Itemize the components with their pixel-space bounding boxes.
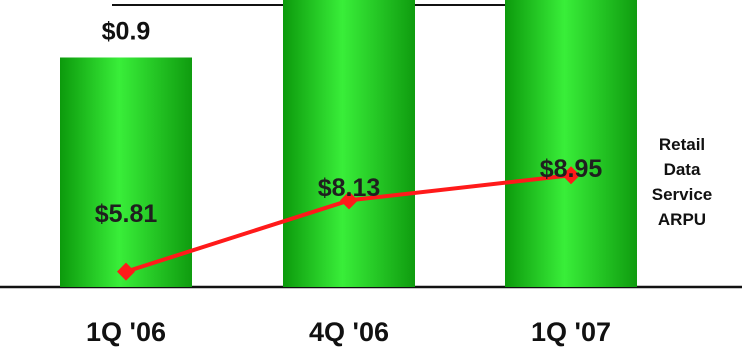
bar [283, 0, 415, 287]
legend-label: ARPU [658, 210, 706, 229]
x-tick-label: 4Q '06 [309, 317, 389, 347]
arpu-value-label: $8.95 [540, 155, 603, 183]
arpu-value-label: $8.13 [318, 174, 381, 202]
arpu-point [562, 166, 580, 185]
x-tick-label: 1Q '06 [86, 317, 166, 347]
legend-label: Data [664, 160, 701, 179]
arpu-value-label: $5.81 [95, 200, 158, 228]
arpu-point [340, 191, 358, 210]
arpu-point [117, 262, 135, 281]
legend-label: Service [652, 185, 713, 204]
bar-value-label: $0.9 [102, 18, 151, 46]
bar [505, 0, 637, 287]
x-tick-label: 1Q '07 [531, 317, 611, 347]
bar [60, 57, 192, 287]
legend-label: Retail [659, 135, 705, 154]
